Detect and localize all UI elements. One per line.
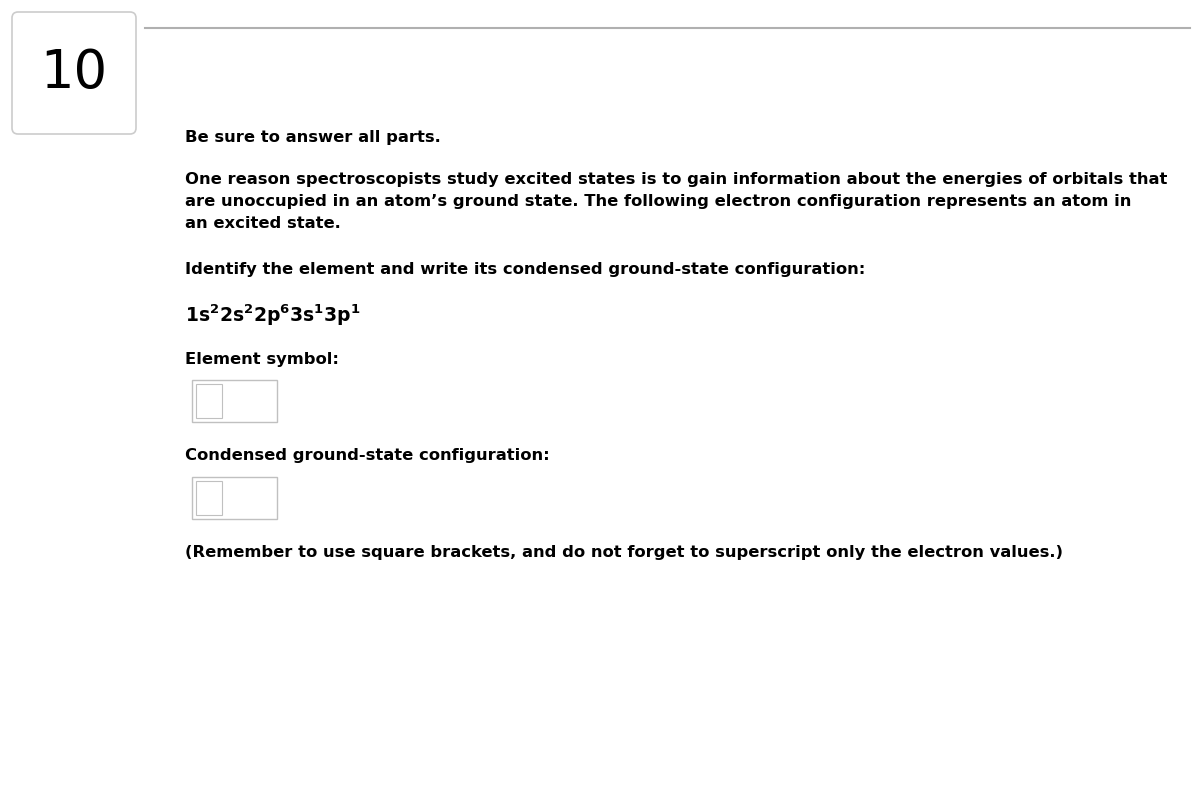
Text: Condensed ground-state configuration:: Condensed ground-state configuration: bbox=[185, 448, 550, 463]
Bar bbox=[192, 380, 277, 422]
Text: $\mathbf{1s^{2}2s^{2}2p^{6}3s^{1}3p^{1}}$: $\mathbf{1s^{2}2s^{2}2p^{6}3s^{1}3p^{1}}… bbox=[185, 302, 360, 328]
Text: Be sure to answer all parts.: Be sure to answer all parts. bbox=[185, 130, 440, 145]
Text: 10: 10 bbox=[41, 47, 108, 99]
Text: (Remember to use square brackets, and do not forget to superscript only the elec: (Remember to use square brackets, and do… bbox=[185, 545, 1063, 560]
Text: One reason spectroscopists study excited states is to gain information about the: One reason spectroscopists study excited… bbox=[185, 172, 1168, 187]
FancyBboxPatch shape bbox=[12, 12, 136, 134]
Bar bbox=[192, 477, 277, 519]
Text: Identify the element and write its condensed ground-state configuration:: Identify the element and write its conde… bbox=[185, 262, 865, 277]
Text: are unoccupied in an atom’s ground state. The following electron configuration r: are unoccupied in an atom’s ground state… bbox=[185, 194, 1132, 209]
Text: Element symbol:: Element symbol: bbox=[185, 352, 340, 367]
Bar bbox=[196, 481, 222, 515]
Text: an excited state.: an excited state. bbox=[185, 216, 341, 231]
Bar bbox=[196, 384, 222, 418]
